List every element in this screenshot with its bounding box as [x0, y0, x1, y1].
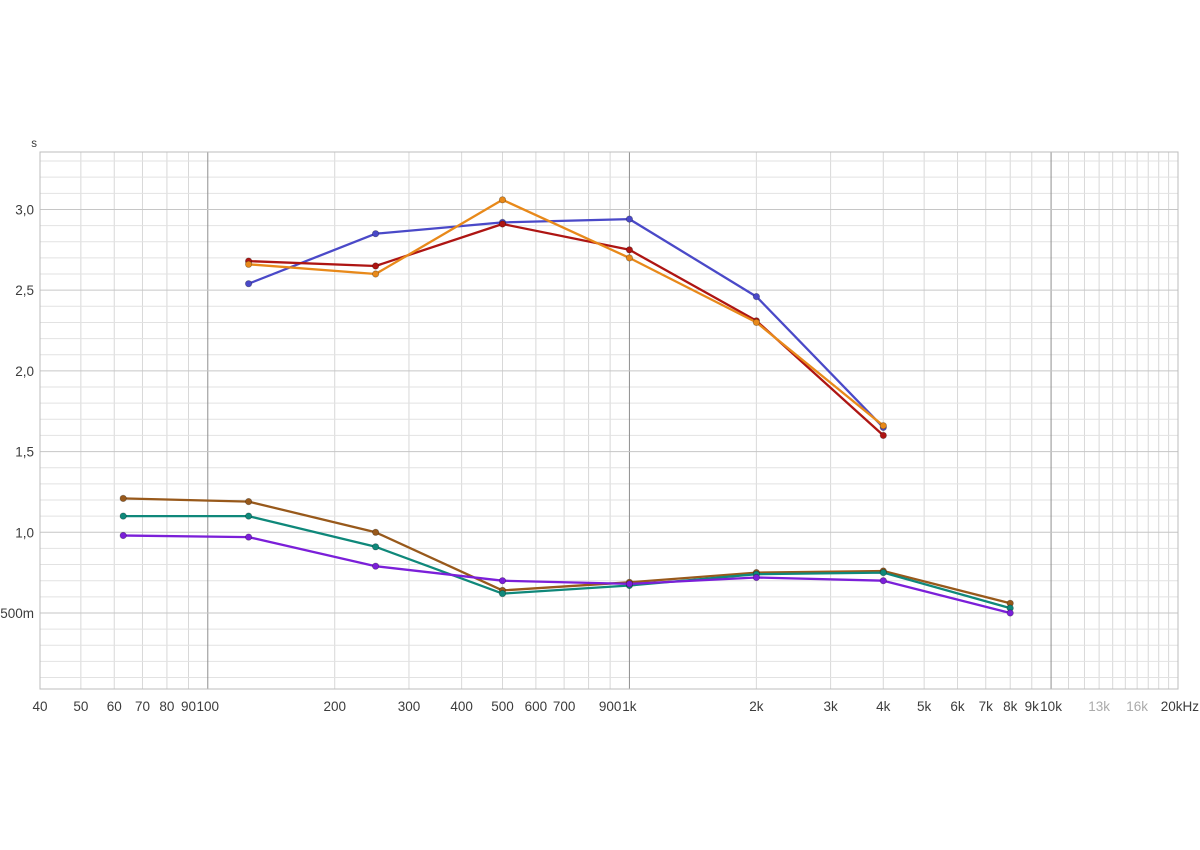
x-tick-label: 700	[553, 699, 576, 714]
series-point-upper-blue	[752, 292, 761, 301]
x-tick-label: 20kHz	[1161, 699, 1200, 714]
series-point-lower-teal	[371, 543, 380, 551]
x-tick-label: 500	[491, 699, 514, 714]
x-tick-label: 40	[32, 699, 47, 714]
x-tick-label: 400	[450, 699, 473, 714]
series-point-upper-orange	[371, 270, 380, 278]
y-tick-label: 1,5	[15, 445, 34, 460]
x-tick-label: 200	[323, 699, 346, 714]
grid-major	[40, 152, 1178, 689]
series-point-lower-purple	[752, 573, 761, 582]
series-point-upper-red	[625, 246, 634, 254]
x-tick-label: 7k	[979, 699, 994, 714]
series-point-lower-brown	[371, 528, 380, 536]
x-tick-label: 90	[181, 699, 196, 714]
y-tick-label: 3,0	[15, 202, 34, 217]
x-tick-label: 300	[398, 699, 421, 714]
series-line-upper-blue	[247, 217, 885, 429]
x-tick-label: 9k	[1025, 699, 1040, 714]
x-tick-label: 2k	[749, 699, 764, 714]
series-point-upper-red	[498, 220, 507, 228]
y-axis-tick-labels: 3,0 2,5 2,0 1,5 1,0 500m	[0, 202, 34, 621]
x-tick-label: 70	[135, 699, 150, 714]
series-point-lower-brown	[119, 494, 127, 502]
series-point-lower-brown	[245, 497, 253, 506]
series-line-lower-teal	[122, 514, 1012, 610]
x-axis-tick-labels: 40 50 60 70 80 90 100 200 300 400 500 600 700 900 1k 2k…	[32, 699, 1199, 714]
series-point-upper-red	[879, 431, 887, 439]
series-line-lower-brown	[122, 497, 1012, 605]
series-point-lower-purple	[245, 533, 253, 541]
x-tick-label: 100	[197, 699, 220, 714]
series-point-lower-teal	[879, 568, 887, 577]
y-tick-label: 2,0	[15, 364, 34, 379]
x-tick-label: 16k	[1126, 699, 1148, 714]
series-point-upper-orange	[752, 318, 761, 326]
x-tick-label: 13k	[1088, 699, 1110, 714]
series-point-lower-purple	[879, 577, 887, 585]
x-tick-label: 10k	[1040, 699, 1062, 714]
x-tick-label: 80	[159, 699, 174, 714]
x-tick-label: 3k	[823, 699, 838, 714]
series-point-upper-orange	[879, 422, 887, 430]
series-point-upper-red	[371, 262, 380, 270]
series-point-upper-blue	[625, 215, 634, 223]
plot-border	[39, 151, 1179, 690]
x-tick-label: 600	[525, 699, 548, 714]
series-point-upper-blue	[371, 230, 380, 238]
series-point-upper-orange	[498, 196, 507, 204]
series-layer	[119, 196, 1014, 617]
x-tick-label: 8k	[1003, 699, 1018, 714]
y-tick-label: 2,5	[15, 283, 34, 298]
series-point-upper-orange	[625, 254, 634, 262]
x-tick-label: 4k	[876, 699, 891, 714]
x-tick-label: 900	[599, 699, 622, 714]
series-line-lower-purple	[122, 534, 1012, 615]
y-tick-label: 500m	[0, 606, 34, 621]
series-line-upper-orange	[247, 198, 885, 427]
series-point-lower-purple	[498, 577, 507, 585]
series-point-lower-purple	[1006, 609, 1014, 617]
series-point-lower-teal	[245, 512, 253, 520]
x-tick-label: 6k	[950, 699, 965, 714]
series-point-lower-purple	[625, 580, 634, 588]
series-point-lower-purple	[371, 562, 380, 570]
y-axis-unit-label: s	[31, 138, 37, 150]
series-point-upper-blue	[245, 280, 253, 288]
series-point-lower-teal	[498, 589, 507, 598]
x-tick-label: 5k	[917, 699, 932, 714]
series-point-lower-purple	[119, 531, 127, 540]
y-tick-label: 1,0	[15, 525, 34, 540]
x-tick-label: 50	[73, 699, 88, 714]
x-tick-label: 1k	[622, 699, 637, 714]
x-tick-label: 60	[107, 699, 122, 714]
series-point-lower-teal	[119, 512, 127, 520]
series-point-upper-orange	[245, 260, 253, 268]
